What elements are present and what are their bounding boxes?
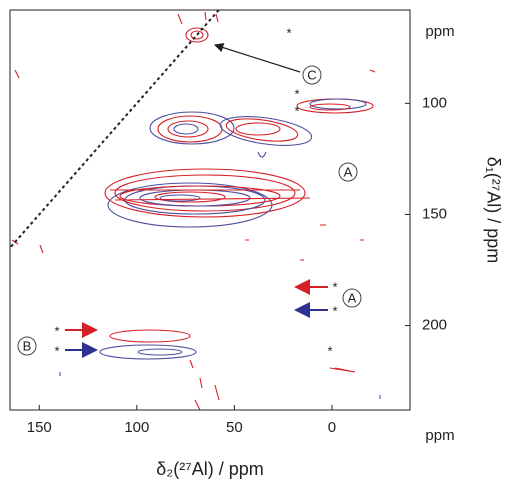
x-tick-label: 50 <box>226 419 243 436</box>
annotation: A <box>344 164 353 179</box>
y-tick-label: 100 <box>422 94 447 111</box>
x-tick-label: 100 <box>124 419 149 436</box>
annotation: * <box>332 303 337 318</box>
diagonal <box>10 10 220 249</box>
x-tick-label: 150 <box>27 419 52 436</box>
annotation: * <box>294 103 299 118</box>
annotation: * <box>294 86 299 101</box>
annotation: * <box>54 343 59 358</box>
annotation: * <box>286 25 291 40</box>
y-unit-label: ppm <box>425 23 454 40</box>
annotation: B <box>23 338 32 353</box>
y-tick-label: 150 <box>422 205 447 222</box>
annotation: * <box>54 323 59 338</box>
x-unit-label: ppm <box>425 427 454 444</box>
annotations: C A A B * * * * * * * * <box>17 25 362 358</box>
y-tick-label: 200 <box>422 317 447 334</box>
annotation: * <box>332 279 337 294</box>
annotation: A <box>348 290 357 305</box>
annotation: C <box>307 67 316 82</box>
plot-frame <box>9 9 411 411</box>
y-axis-title: δ₁(²⁷Al) / ppm <box>483 157 503 264</box>
x-tick-label: 0 <box>328 419 336 436</box>
contours <box>10 10 381 410</box>
x-axis-title: δ₂(²⁷Al) / ppm <box>156 459 264 479</box>
annotation: * <box>327 343 332 358</box>
